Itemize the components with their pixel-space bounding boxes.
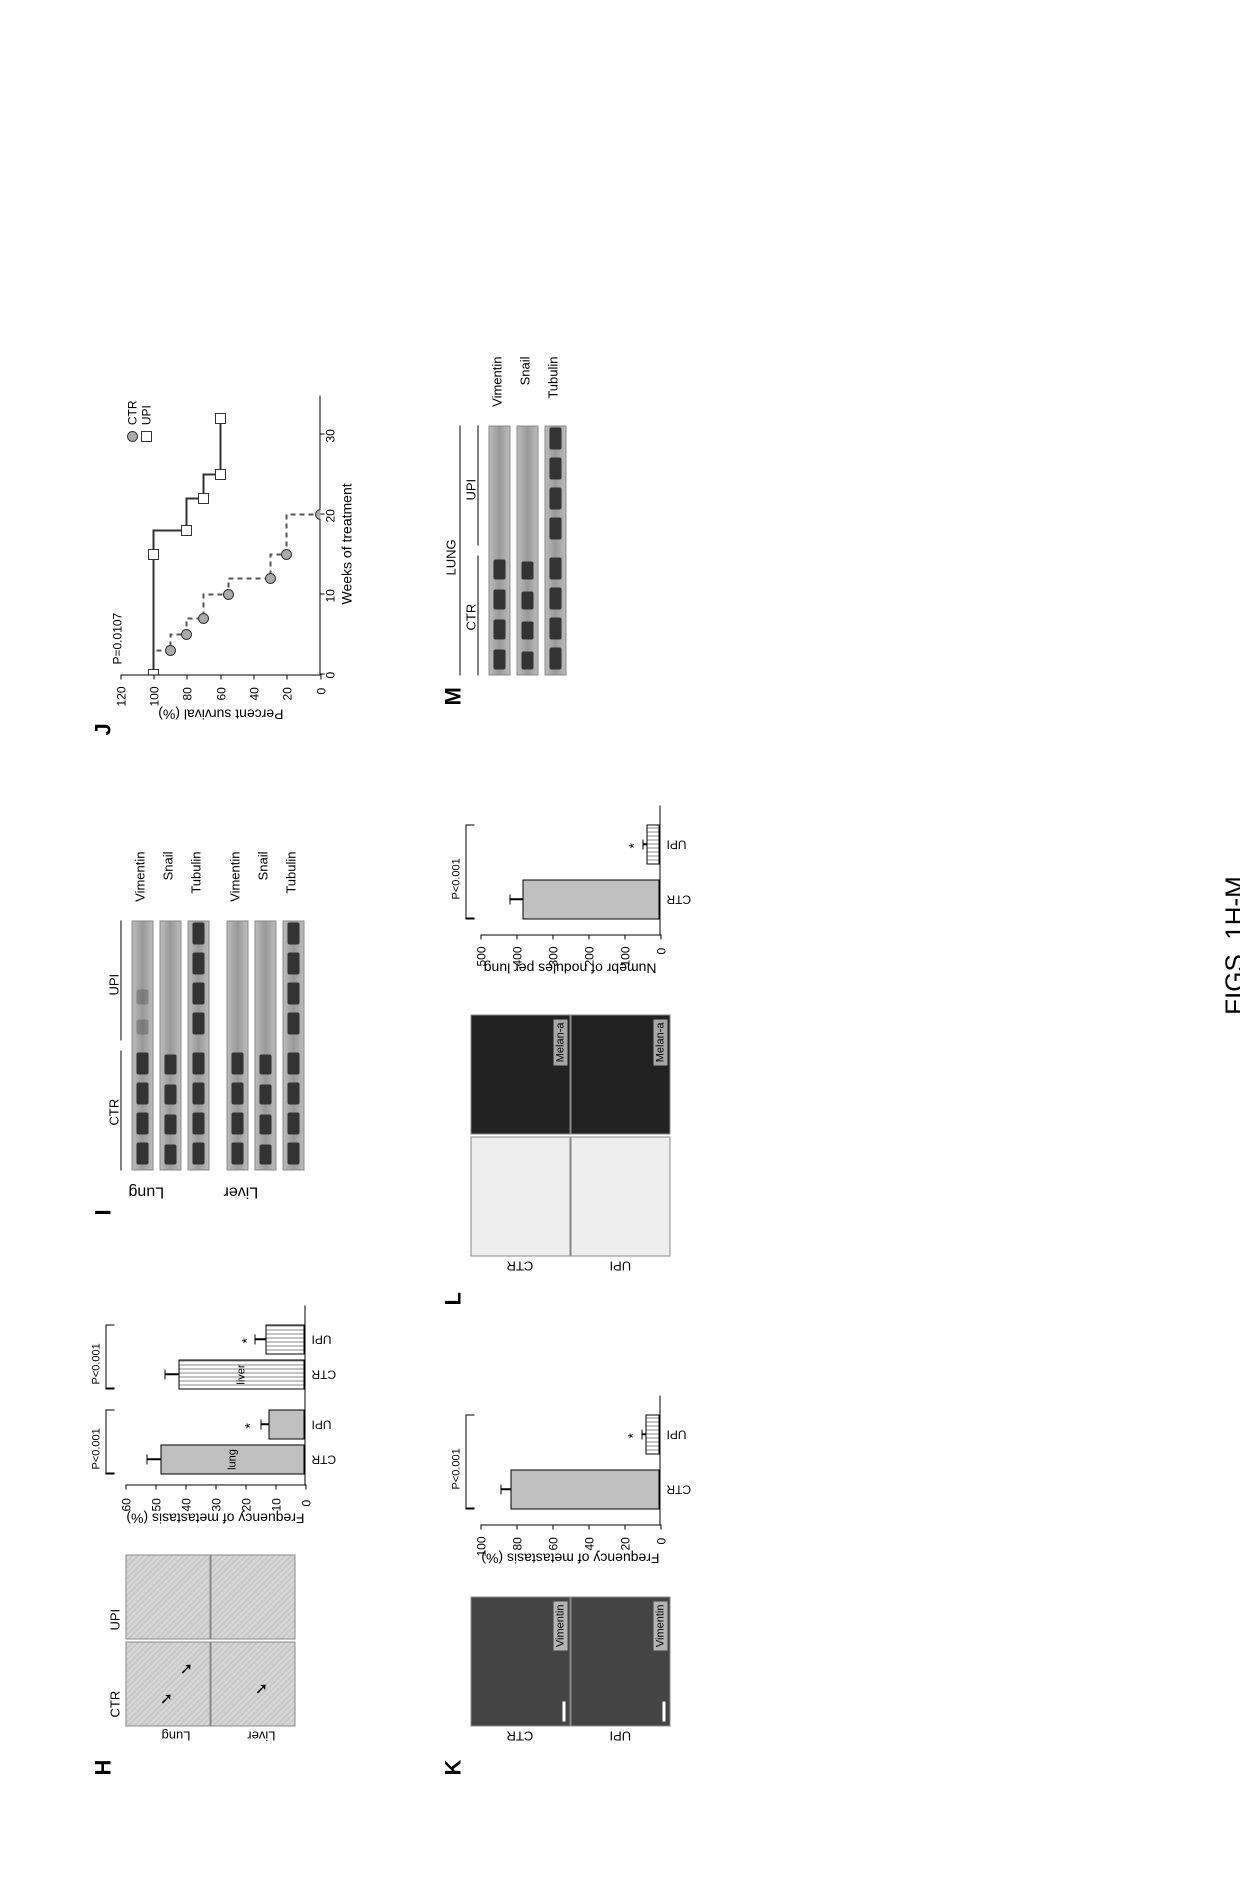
- panel-L-label: L: [440, 1292, 466, 1305]
- H-x3: CTR: [311, 1368, 336, 1382]
- H-ylabel: Frequency of metastasis (%): [125, 1511, 305, 1527]
- I-lung: Lung: [128, 1183, 164, 1201]
- H-yt60: 60: [119, 1498, 133, 1511]
- I-lung-vimentin: Vimentin: [131, 921, 153, 1171]
- I-lung-snail: Snail: [159, 921, 181, 1171]
- L-upi: UPI: [579, 1257, 661, 1276]
- L-gross-ctr: [470, 1137, 570, 1257]
- panel-L: L CTR Melan-a UPI Melan-a Numebr of nodu…: [440, 746, 720, 1306]
- L-bracket: P<0.001: [465, 825, 466, 920]
- L-bar-upi: *: [646, 825, 659, 865]
- L-bar-ctr: [522, 880, 659, 920]
- K-barchart: Frequency of metastasis (%) 0 20 40 60 8…: [480, 1396, 660, 1526]
- M-ctr: CTR: [463, 604, 478, 631]
- K-bracket: P<0.001: [465, 1415, 466, 1510]
- I-lung-tubulin: Tubulin: [187, 921, 209, 1171]
- J-ylabel: Percent survival (%): [120, 707, 320, 723]
- panel-J-label: J: [90, 723, 116, 735]
- M-snail: Snail: [516, 426, 538, 676]
- L-barchart: Numebr of nodules per lung 0 100 200 300…: [480, 806, 660, 936]
- panel-I: I CTR UPI Lung Vimentin Snail Tubulin Li…: [90, 796, 370, 1216]
- K-bar-ctr: [510, 1470, 659, 1510]
- M-tissue: LUNG: [443, 539, 458, 575]
- H-x1: CTR: [311, 1453, 336, 1467]
- K-img-upi: Vimentin: [570, 1597, 670, 1727]
- K-ylabel: Frequency of metastasis (%): [480, 1551, 660, 1567]
- H-yt20: 20: [239, 1498, 253, 1511]
- panel-M: M LUNG CTR UPI Vimentin Snail Tubulin: [440, 306, 640, 706]
- H-bar-lung-ctr: lung: [160, 1445, 304, 1475]
- L-melan-upi: Melan-a: [570, 1015, 670, 1135]
- H-yt0: 0: [299, 1500, 313, 1507]
- H-bar-lung-upi: *: [268, 1410, 304, 1440]
- M-tubulin: Tubulin: [544, 426, 566, 676]
- H-bar-liver-ctr: liver: [178, 1360, 304, 1390]
- col-ctr: CTR: [107, 1691, 122, 1718]
- K-img-ctr: Vimentin: [470, 1597, 570, 1727]
- row-liver: Liver: [210, 1727, 295, 1746]
- J-pvalue: P=0.0107: [110, 613, 124, 665]
- img-liver-upi: [210, 1555, 295, 1640]
- panel-H: H Lung ➘➘ Liver ➘ CTR UPI Frequency of m…: [90, 1256, 350, 1776]
- panel-K: K CTR Vimentin UPI Vimentin Frequency of…: [440, 1336, 720, 1776]
- J-plot: Percent survival (%) Weeks of treatment …: [120, 396, 320, 676]
- H-bracket1: P<0.001: [105, 1410, 106, 1475]
- K-bar-upi: *: [645, 1415, 659, 1455]
- img-liver-ctr: ➘: [210, 1642, 295, 1727]
- L-melan-ctr: Melan-a: [470, 1015, 570, 1135]
- H-bracket2: P<0.001: [105, 1325, 106, 1390]
- M-vimentin: Vimentin: [488, 426, 510, 676]
- I-upi: UPI: [106, 974, 121, 996]
- I-liver-vimentin: Vimentin: [226, 921, 248, 1171]
- panel-I-label: I: [90, 1209, 116, 1215]
- J-legend: CTR UPI: [125, 401, 153, 443]
- I-liver: Liver: [223, 1183, 258, 1201]
- H-yt30: 30: [209, 1498, 223, 1511]
- panel-J: J Percent survival (%) Weeks of treatmen…: [90, 356, 370, 736]
- J-xlabel: Weeks of treatment: [338, 483, 354, 604]
- H-yt50: 50: [149, 1498, 163, 1511]
- H-x4: UPI: [311, 1333, 331, 1347]
- panel-M-label: M: [440, 687, 466, 705]
- I-ctr: CTR: [106, 1099, 121, 1126]
- panel-K-label: K: [440, 1760, 466, 1776]
- H-barchart: Frequency of metastasis (%) 0 10 20 30 4…: [125, 1306, 305, 1486]
- I-liver-snail: Snail: [254, 921, 276, 1171]
- M-upi: UPI: [463, 479, 478, 501]
- L-gross-upi: [570, 1137, 670, 1257]
- H-bar-liver-upi: *: [265, 1325, 304, 1355]
- H-x2: UPI: [311, 1418, 331, 1432]
- img-lung-upi: [125, 1555, 210, 1640]
- K-upi: UPI: [579, 1727, 661, 1746]
- K-ctr: CTR: [477, 1727, 564, 1746]
- H-yt40: 40: [179, 1498, 193, 1511]
- row-lung: Lung: [125, 1727, 210, 1746]
- col-upi: UPI: [107, 1609, 122, 1631]
- H-yt10: 10: [269, 1498, 283, 1511]
- I-liver-tubulin: Tubulin: [282, 921, 304, 1171]
- L-ylabel: Numebr of nodules per lung: [480, 961, 660, 977]
- img-lung-ctr: ➘➘: [125, 1642, 210, 1727]
- panel-H-label: H: [90, 1760, 116, 1776]
- figure-container: H Lung ➘➘ Liver ➘ CTR UPI Frequency of m…: [70, 96, 1170, 1796]
- figure-caption: FIGS. 1H-M: [1219, 876, 1240, 1015]
- L-ctr: CTR: [477, 1257, 564, 1276]
